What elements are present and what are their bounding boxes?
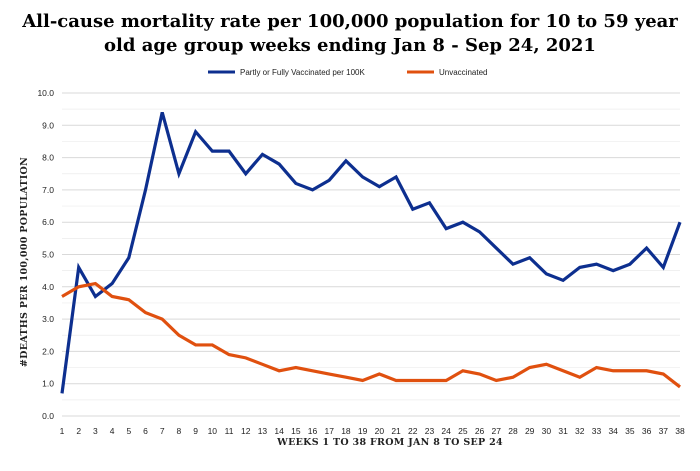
x-tick-label: 30 [542, 426, 552, 436]
legend-unvaccinated: Unvaccinated [407, 68, 487, 77]
x-tick-label: 3 [93, 426, 98, 436]
y-tick-label: 3.0 [42, 314, 54, 324]
x-tick-label: 36 [642, 426, 652, 436]
x-tick-label: 27 [492, 426, 502, 436]
y-axis-title: #DEATHS PER 100,000 POPULATION [19, 157, 30, 367]
x-tick-label: 12 [241, 426, 251, 436]
x-tick-label: 1 [60, 426, 65, 436]
x-axis-tick-labels: 1 2 3 4 5 6 7 8 9 10 11 12 13 14 15 16 17 18 19 20 21 22 23 24 2… [60, 426, 685, 436]
y-tick-label: 2.0 [42, 346, 54, 356]
y-tick-label: 10.0 [37, 88, 54, 98]
x-tick-label: 23 [425, 426, 435, 436]
x-tick-label: 20 [375, 426, 385, 436]
x-tick-label: 13 [258, 426, 268, 436]
x-tick-label: 19 [358, 426, 368, 436]
x-tick-label: 10 [208, 426, 218, 436]
x-tick-label: 26 [475, 426, 485, 436]
x-axis-title: WEEKS 1 TO 38 FROM JAN 8 TO SEP 24 [276, 437, 503, 448]
x-tick-label: 34 [608, 426, 618, 436]
x-tick-label: 17 [325, 426, 335, 436]
x-tick-label: 18 [341, 426, 351, 436]
x-tick-label: 4 [110, 426, 115, 436]
y-tick-label: 9.0 [42, 120, 54, 130]
x-tick-label: 6 [143, 426, 148, 436]
x-tick-label: 24 [441, 426, 451, 436]
x-tick-label: 2 [76, 426, 81, 436]
y-tick-label: 4.0 [42, 282, 54, 292]
y-tick-label: 6.0 [42, 217, 54, 227]
series-lines [60, 111, 682, 394]
x-tick-label: 21 [391, 426, 401, 436]
y-tick-label: 5.0 [42, 250, 54, 260]
x-tick-label: 9 [193, 426, 198, 436]
chart-title-line-1: All-cause mortality rate per 100,000 pop… [21, 11, 678, 32]
legend-label: Unvaccinated [439, 68, 487, 77]
x-tick-label: 15 [291, 426, 301, 436]
x-tick-label: 25 [458, 426, 468, 436]
x-tick-label: 5 [126, 426, 131, 436]
gridlines [62, 92, 680, 417]
y-tick-label: 1.0 [42, 379, 54, 389]
legend: Partly or Fully Vaccinated per 100K Unvac… [208, 68, 487, 77]
y-tick-label: 7.0 [42, 185, 54, 195]
chart-title-line-2: old age group weeks ending Jan 8 - Sep 2… [104, 35, 596, 56]
x-tick-label: 28 [508, 426, 518, 436]
x-tick-label: 37 [659, 426, 669, 436]
legend-label: Partly or Fully Vaccinated per 100K [240, 68, 365, 77]
x-tick-label: 8 [177, 426, 182, 436]
x-tick-label: 35 [625, 426, 635, 436]
x-tick-label: 22 [408, 426, 418, 436]
x-tick-label: 38 [675, 426, 685, 436]
y-tick-label: 8.0 [42, 153, 54, 163]
x-tick-label: 33 [592, 426, 602, 436]
x-tick-label: 11 [225, 426, 234, 436]
y-tick-label: 0.0 [42, 411, 54, 421]
y-axis-tick-labels: 0.0 1.0 2.0 3.0 4.0 5.0 6.0 7.0 8.0 9.0 10.0 [37, 88, 54, 421]
x-tick-label: 31 [558, 426, 568, 436]
x-tick-label: 14 [274, 426, 284, 436]
series-line-vaccinated [60, 111, 682, 394]
x-tick-label: 16 [308, 426, 318, 436]
series-line-unvaccinated [61, 281, 681, 389]
x-tick-label: 32 [575, 426, 585, 436]
x-tick-label: 7 [160, 426, 165, 436]
legend-vaccinated: Partly or Fully Vaccinated per 100K [208, 68, 365, 77]
x-tick-label: 29 [525, 426, 535, 436]
